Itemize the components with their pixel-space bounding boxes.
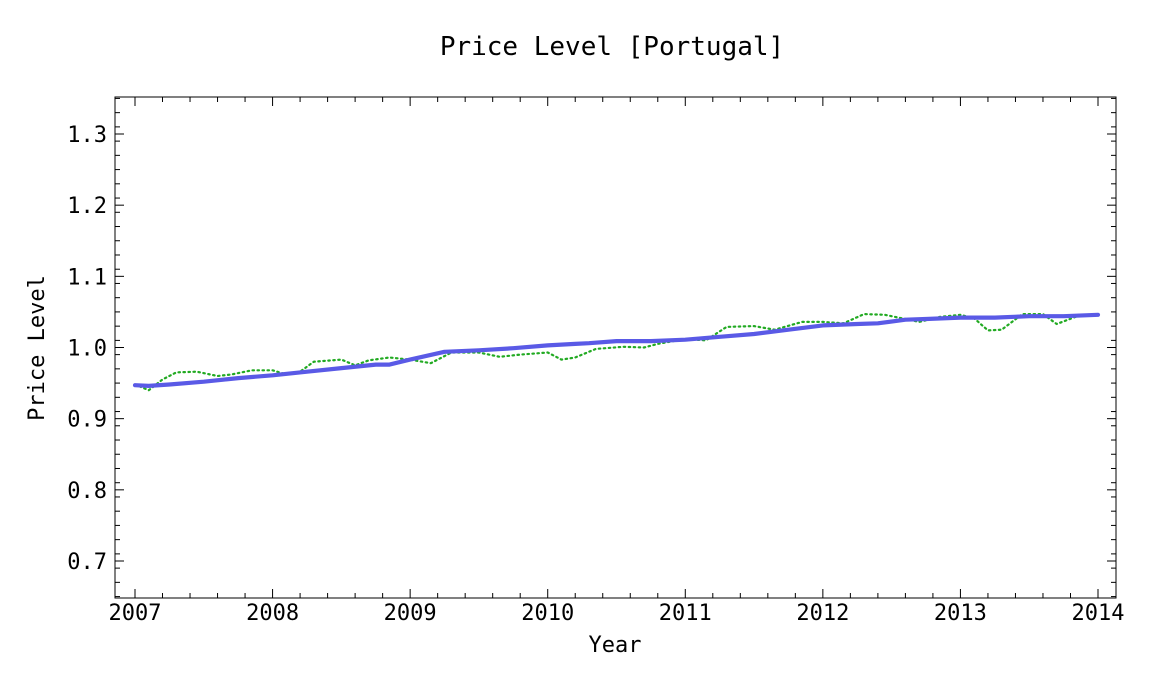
x-tick-label: 2013 [934, 601, 987, 626]
series-line-solid [132, 312, 1101, 388]
x-tick-label: 2008 [246, 601, 299, 626]
y-tick-label: 1.2 [67, 194, 107, 219]
series-line-dotted [133, 313, 1100, 392]
x-tick-label: 2010 [521, 601, 574, 626]
x-tick-label: 2014 [1072, 601, 1125, 626]
y-tick-label: 1.3 [67, 123, 107, 148]
y-tick-label: 0.8 [67, 479, 107, 504]
x-tick-label: 2011 [659, 601, 712, 626]
x-tick-label: 2009 [384, 601, 437, 626]
y-tick-label: 1.1 [67, 265, 107, 290]
chart-title: Price Level [Portugal] [440, 32, 784, 62]
x-tick-label: 2012 [796, 601, 849, 626]
y-tick-label: 0.7 [67, 550, 107, 575]
x-axis-label: Year [589, 633, 642, 658]
x-tick-label: 2007 [109, 601, 162, 626]
y-axis-label: Price Level [25, 275, 50, 421]
plot-area: 2007 2008 2009 2010 2011 2012 2013 2014 0.7 0.8 0.… [67, 96, 1125, 626]
y-tick-label: 1.0 [67, 337, 107, 362]
y-tick-label: 0.9 [67, 408, 107, 433]
